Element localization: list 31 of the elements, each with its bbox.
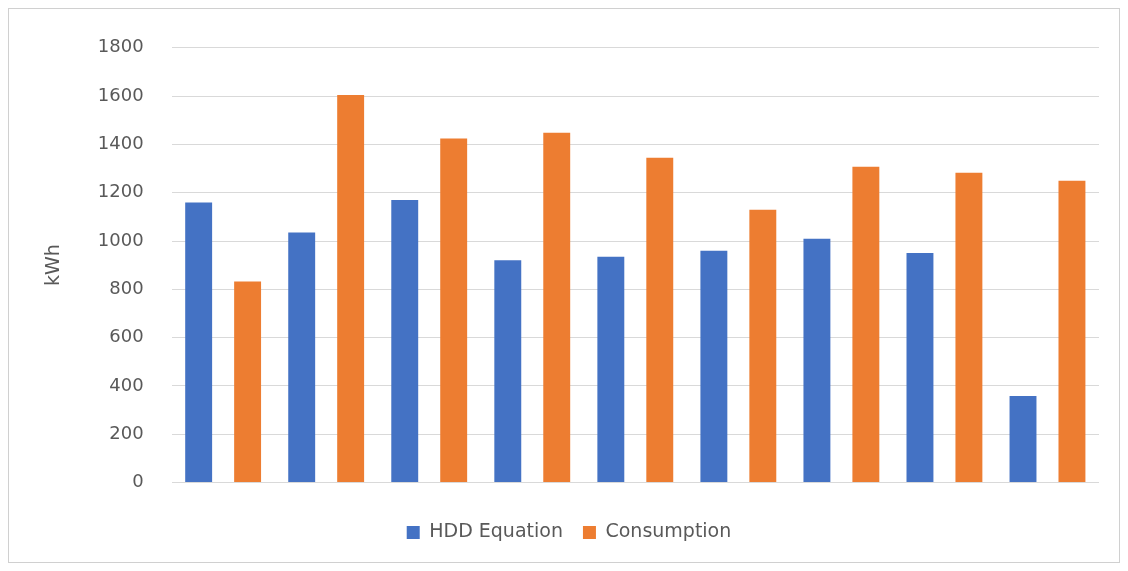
bar bbox=[955, 172, 983, 483]
bar bbox=[337, 94, 365, 483]
y-tick-label: 600 bbox=[109, 325, 144, 347]
bar bbox=[646, 157, 674, 483]
bar bbox=[1058, 180, 1086, 483]
bar bbox=[440, 138, 468, 483]
bar bbox=[852, 166, 880, 483]
bar bbox=[288, 232, 316, 483]
legend-label: Consumption bbox=[605, 519, 732, 542]
y-tick-label: 800 bbox=[109, 277, 144, 299]
bar bbox=[494, 260, 522, 483]
bar bbox=[906, 253, 934, 483]
y-tick-label: 1200 bbox=[97, 180, 144, 202]
y-tick-label: 400 bbox=[109, 373, 144, 395]
bar bbox=[700, 250, 728, 483]
bar bbox=[234, 281, 262, 483]
y-tick-label: 1800 bbox=[97, 35, 144, 57]
legend-label: HDD Equation bbox=[429, 519, 563, 542]
bar bbox=[391, 199, 419, 483]
bar bbox=[543, 132, 571, 483]
y-axis-title: kWh bbox=[41, 244, 64, 287]
bar bbox=[185, 202, 213, 483]
y-tick-label: 0 bbox=[132, 470, 144, 492]
y-tick-label: 200 bbox=[109, 421, 144, 443]
bar bbox=[803, 238, 831, 483]
y-tick-label: 1400 bbox=[97, 132, 144, 154]
bar bbox=[597, 256, 625, 483]
bar bbox=[1009, 396, 1037, 483]
y-tick-label: 1000 bbox=[97, 228, 144, 250]
bar bbox=[749, 209, 777, 483]
y-tick-label: 1600 bbox=[97, 83, 144, 105]
